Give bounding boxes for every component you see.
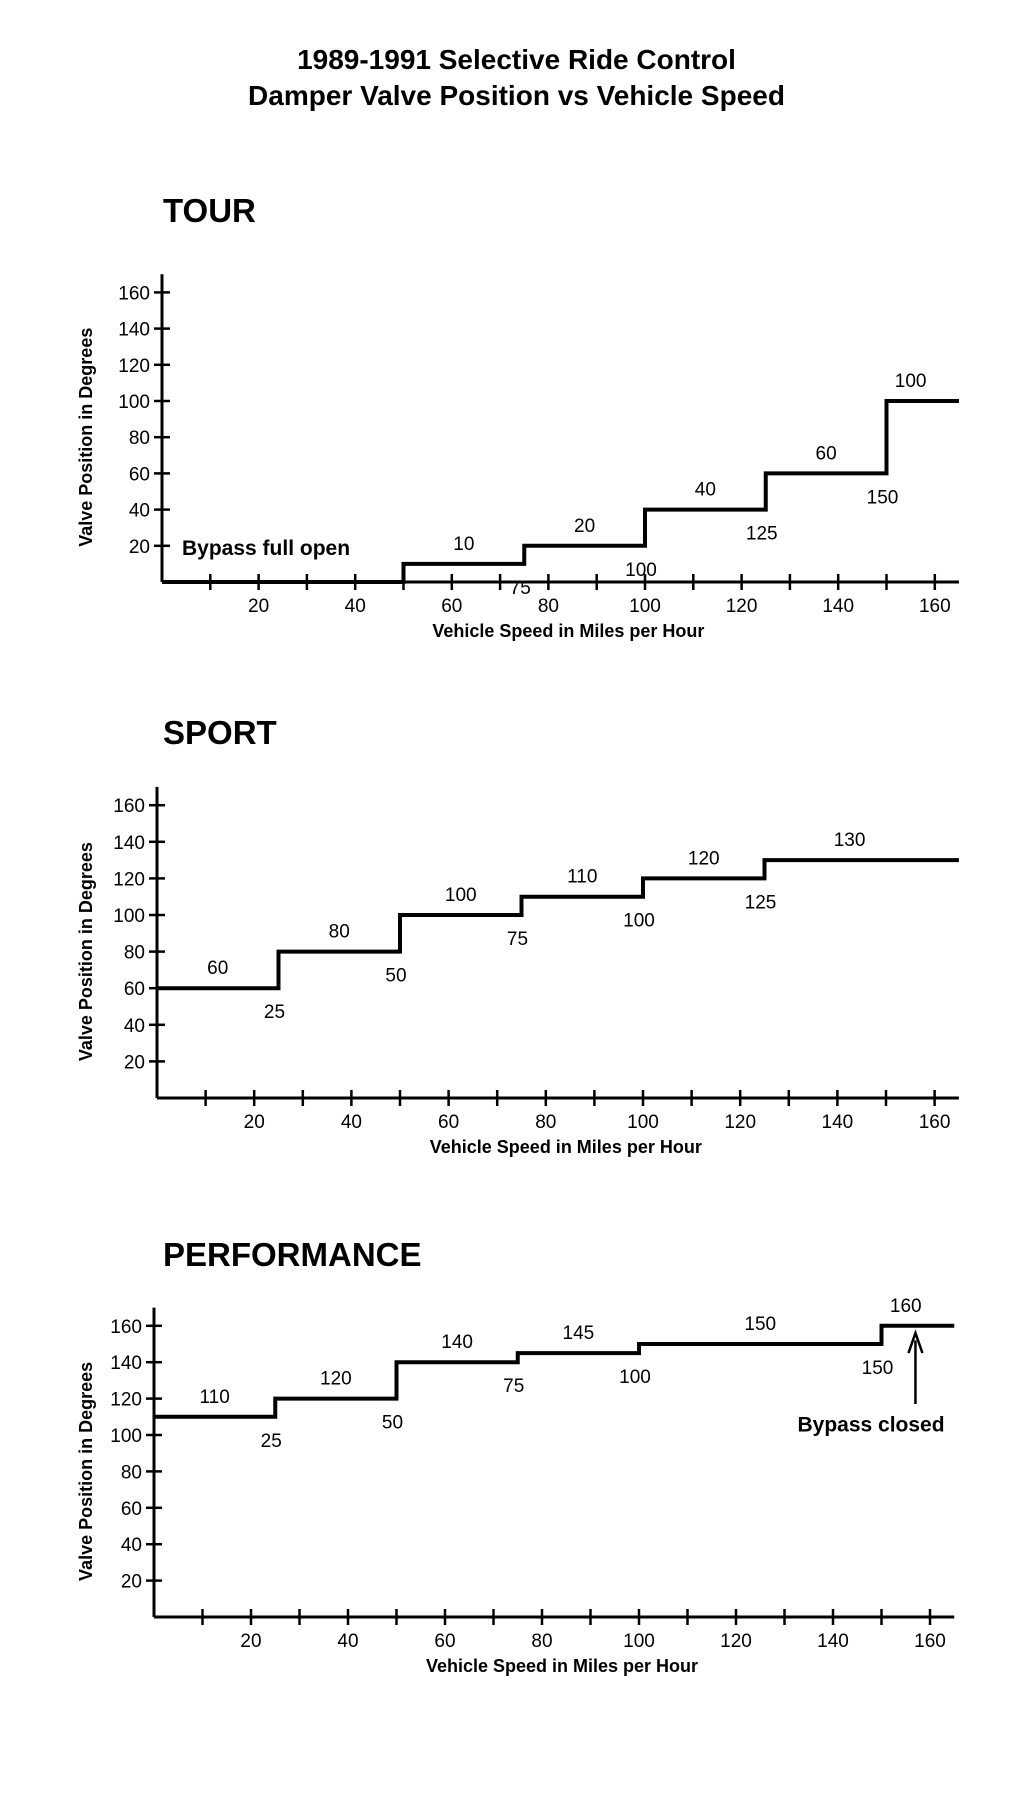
step-value-label: 120 [688, 848, 720, 869]
bypass-full-open-annotation: Bypass full open [182, 537, 350, 560]
step-value-label: 110 [199, 1387, 229, 1408]
step-breakpoint-label: 50 [385, 966, 406, 987]
step-value-label: 120 [320, 1369, 352, 1390]
x-tick-label: 140 [817, 1631, 849, 1652]
y-tick-label: 60 [129, 464, 150, 485]
step-value-label: 80 [329, 922, 350, 943]
arrow-up-icon [907, 1329, 924, 1354]
step-value-label: 145 [563, 1323, 595, 1344]
section-title: TOUR [163, 192, 256, 229]
step-value-label: 110 [567, 867, 597, 888]
x-axis-label: Vehicle Speed in Miles per Hour [430, 1137, 702, 1157]
x-tick-label: 100 [623, 1631, 655, 1652]
x-tick-label: 100 [627, 1112, 659, 1133]
y-tick-label: 140 [110, 1353, 142, 1374]
step-breakpoint-label: 150 [867, 487, 899, 508]
x-tick-label: 20 [240, 1631, 261, 1652]
y-tick-label: 40 [129, 501, 150, 522]
step-value-label: 140 [441, 1332, 473, 1353]
chart-title-line-1: 1989-1991 Selective Ride Control [297, 44, 736, 75]
y-tick-label: 60 [124, 979, 145, 1000]
x-tick-label: 60 [434, 1631, 455, 1652]
x-tick-label: 160 [914, 1631, 946, 1652]
bypass-closed-annotation: Bypass closed [797, 1413, 944, 1436]
step-breakpoint-label: 150 [862, 1358, 894, 1379]
x-tick-label: 140 [822, 596, 854, 617]
step-breakpoint-label: 125 [745, 892, 777, 913]
step-value-label: 60 [816, 443, 837, 464]
y-tick-label: 40 [121, 1535, 142, 1556]
y-tick-label: 20 [124, 1052, 145, 1073]
x-tick-label: 40 [341, 1112, 362, 1133]
section-title: PERFORMANCE [163, 1236, 422, 1273]
y-axis-label: Valve Position in Degrees [76, 842, 96, 1061]
x-tick-label: 100 [629, 596, 661, 617]
y-tick-label: 160 [113, 796, 145, 817]
x-tick-label: 40 [345, 596, 366, 617]
step-breakpoint-label: 25 [261, 1431, 282, 1452]
y-tick-label: 100 [113, 906, 145, 927]
x-tick-label: 80 [531, 1631, 552, 1652]
chart-title-line-2: Damper Valve Position vs Vehicle Speed [248, 80, 785, 111]
y-axis-label: Valve Position in Degrees [76, 328, 96, 547]
step-value-label: 10 [453, 534, 474, 555]
step-breakpoint-label: 75 [510, 578, 531, 599]
x-tick-label: 20 [244, 1112, 265, 1133]
x-tick-label: 80 [535, 1112, 556, 1133]
x-tick-label: 120 [720, 1631, 752, 1652]
x-tick-label: 120 [726, 596, 758, 617]
y-tick-label: 60 [121, 1499, 142, 1520]
x-tick-label: 160 [919, 596, 951, 617]
y-tick-label: 100 [110, 1426, 142, 1447]
y-tick-label: 80 [129, 428, 150, 449]
y-tick-label: 140 [118, 320, 150, 341]
step-value-label: 100 [445, 885, 477, 906]
step-value-label: 40 [695, 480, 716, 501]
step-breakpoint-label: 50 [382, 1413, 403, 1434]
y-tick-label: 100 [118, 392, 150, 413]
x-tick-label: 60 [441, 596, 462, 617]
step-breakpoint-label: 25 [264, 1002, 285, 1023]
y-tick-label: 40 [124, 1016, 145, 1037]
step-breakpoint-label: 125 [746, 524, 778, 545]
x-tick-label: 60 [438, 1112, 459, 1133]
step-value-label: 60 [207, 958, 228, 979]
y-tick-label: 80 [124, 943, 145, 964]
y-tick-label: 80 [121, 1462, 142, 1483]
y-tick-label: 140 [113, 833, 145, 854]
x-tick-label: 80 [538, 596, 559, 617]
x-tick-label: 20 [248, 596, 269, 617]
x-tick-label: 40 [337, 1631, 358, 1652]
section-title: SPORT [163, 714, 277, 751]
y-tick-label: 20 [121, 1572, 142, 1593]
x-axis-label: Vehicle Speed in Miles per Hour [432, 621, 704, 641]
y-tick-label: 120 [113, 869, 145, 890]
x-tick-label: 120 [724, 1112, 756, 1133]
step-breakpoint-label: 75 [503, 1376, 524, 1397]
y-tick-label: 120 [118, 356, 150, 377]
step-value-label: 130 [834, 830, 866, 851]
step-value-label: 20 [574, 516, 595, 537]
step-breakpoint-label: 75 [507, 929, 528, 950]
step-breakpoint-label: 100 [619, 1367, 651, 1388]
step-breakpoint-label: 100 [623, 911, 655, 932]
step-breakpoint-label: 100 [625, 560, 657, 581]
step-series-line [154, 1323, 955, 1419]
y-axis-label: Valve Position in Degrees [76, 1362, 96, 1581]
step-series-line [162, 399, 959, 584]
step-value-label: 150 [744, 1314, 776, 1335]
y-tick-label: 160 [110, 1317, 142, 1338]
x-tick-label: 160 [919, 1112, 951, 1133]
step-series-line [157, 858, 959, 991]
y-tick-label: 160 [118, 283, 150, 304]
y-tick-label: 20 [129, 537, 150, 558]
step-value-label: 160 [890, 1296, 922, 1317]
y-tick-label: 120 [110, 1390, 142, 1411]
x-axis-label: Vehicle Speed in Miles per Hour [426, 1656, 698, 1676]
step-value-label: 100 [895, 371, 927, 392]
x-tick-label: 140 [822, 1112, 854, 1133]
